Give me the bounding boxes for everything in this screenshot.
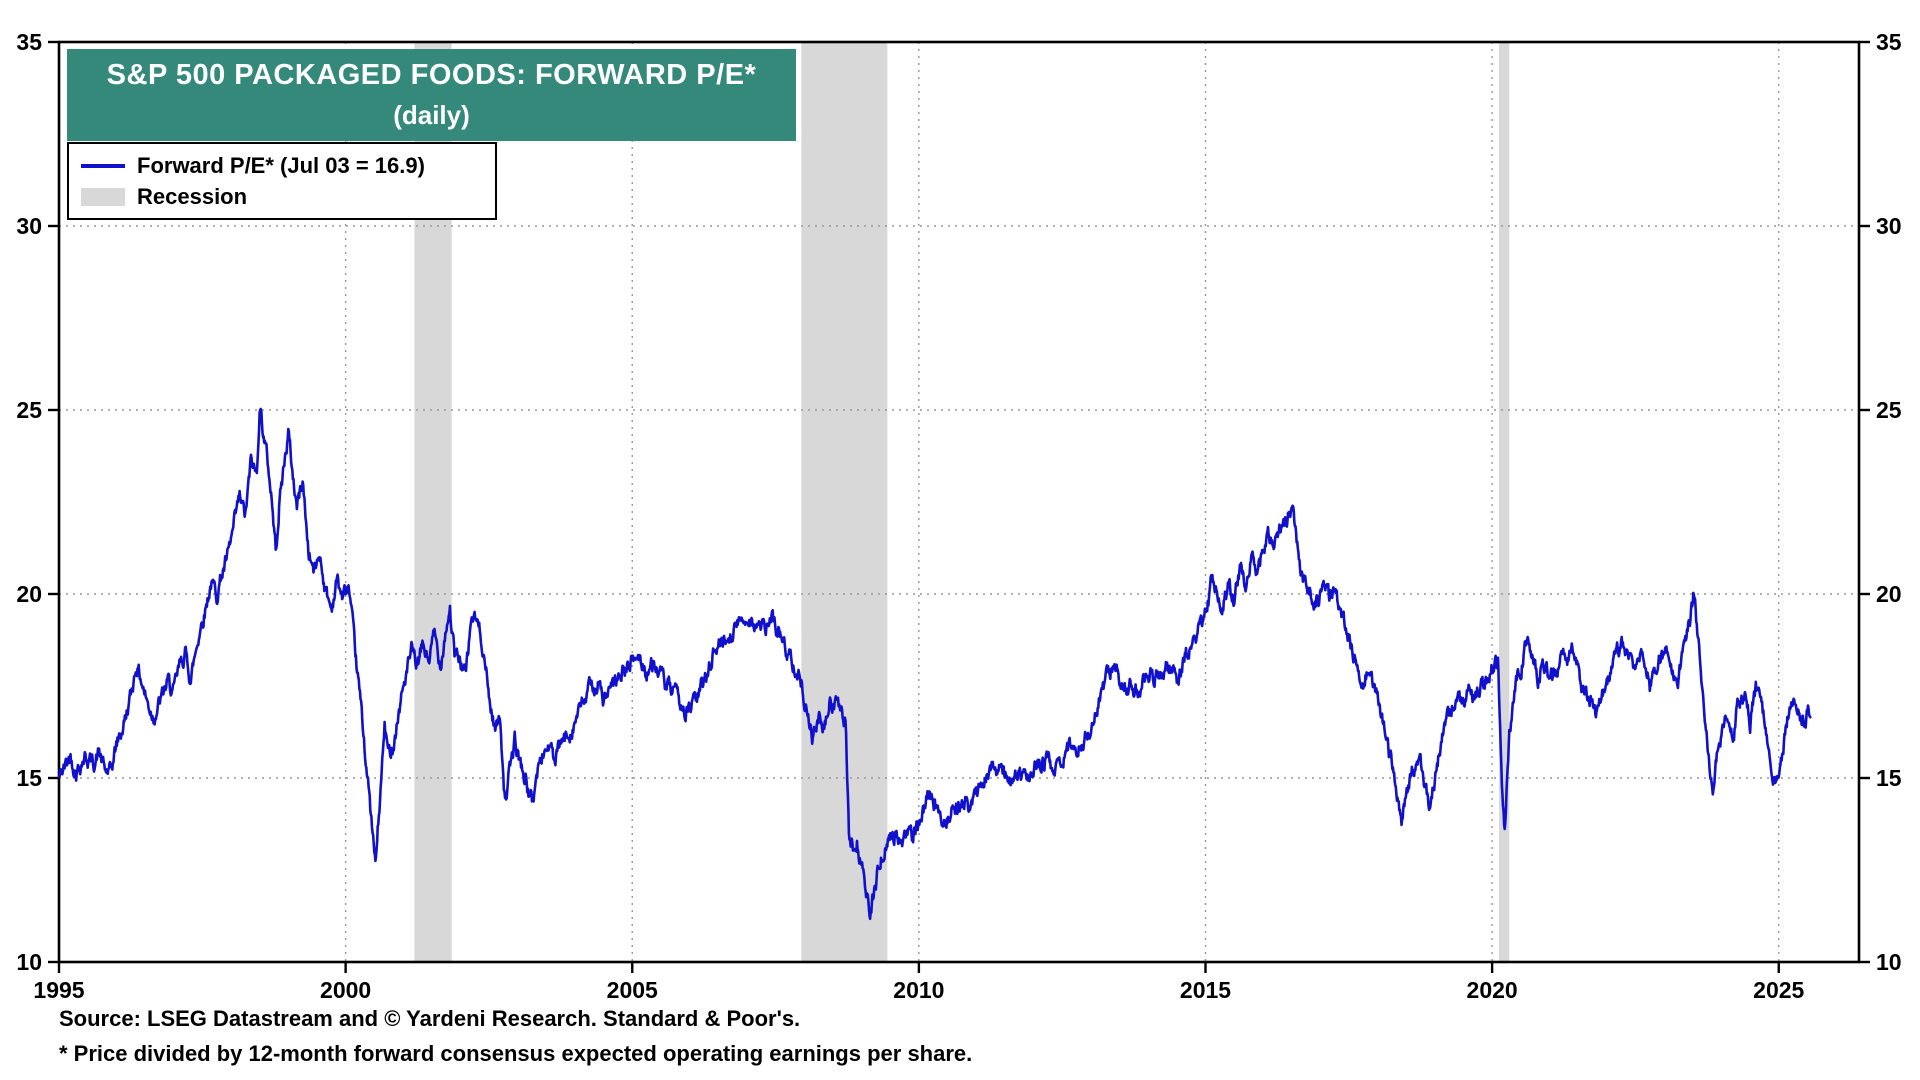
recession-bands [414,42,1510,962]
legend-box: Forward P/E* (Jul 03 = 16.9) Recession [67,142,497,220]
recession-swatch [81,187,125,206]
axis-ticks [48,40,1870,973]
chart-title-box: S&P 500 PACKAGED FOODS: FORWARD P/E* (da… [67,49,796,141]
chart-subtitle: (daily) [393,100,470,130]
svg-text:15: 15 [1876,765,1902,791]
svg-text:35: 35 [1876,29,1902,55]
svg-text:25: 25 [1876,397,1902,423]
svg-text:10: 10 [16,949,42,975]
svg-text:2010: 2010 [893,977,944,1003]
footnote: * Price divided by 12-month forward cons… [59,1041,973,1066]
gridlines [59,42,1859,962]
svg-text:15: 15 [16,765,42,791]
svg-text:2020: 2020 [1467,977,1518,1003]
svg-text:20: 20 [1876,581,1902,607]
svg-text:2000: 2000 [320,977,371,1003]
source-note: Source: LSEG Datastream and © Yardeni Re… [59,1006,801,1031]
pe-line [57,407,1812,921]
chart-title: S&P 500 PACKAGED FOODS: FORWARD P/E* [106,59,757,91]
series-line-swatch [81,163,125,168]
svg-text:25: 25 [16,397,42,423]
svg-text:2005: 2005 [607,977,658,1003]
svg-text:2025: 2025 [1753,977,1804,1003]
svg-text:35: 35 [16,29,42,55]
svg-text:30: 30 [16,213,42,239]
legend-row-series: Forward P/E* (Jul 03 = 16.9) [81,150,483,181]
legend-row-recession: Recession [81,181,483,212]
svg-text:10: 10 [1876,949,1902,975]
svg-text:1995: 1995 [33,977,84,1003]
recession-legend-label: Recession [137,183,248,209]
plot-frame [57,40,1861,964]
svg-text:20: 20 [16,581,42,607]
svg-text:30: 30 [1876,213,1902,239]
series-legend-label: Forward P/E* (Jul 03 = 16.9) [137,152,425,178]
svg-text:2015: 2015 [1180,977,1231,1003]
